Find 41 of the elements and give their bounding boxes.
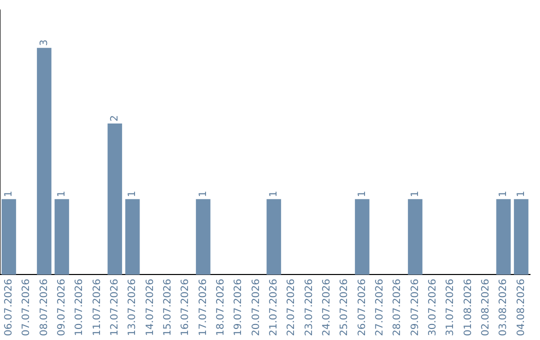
x-tick-label: 10.07.2026 bbox=[74, 278, 86, 336]
x-tick-label: 14.07.2026 bbox=[144, 278, 156, 336]
x-tick-label: 27.07.2026 bbox=[374, 278, 386, 336]
x-tick-label: 15.07.2026 bbox=[162, 278, 174, 336]
x-tick-label: 23.07.2026 bbox=[304, 278, 315, 336]
data-label: 1 bbox=[198, 190, 209, 198]
x-tick-label: 07.07.2026 bbox=[21, 278, 32, 336]
x-tick-label: 25.07.2026 bbox=[339, 278, 350, 336]
x-tick-label: 03.08.2026 bbox=[498, 278, 510, 336]
data-label: 3 bbox=[38, 39, 50, 46]
x-tick-label: 21.07.2026 bbox=[268, 278, 280, 336]
data-label: 2 bbox=[109, 115, 120, 122]
x-tick-label: 16.07.2026 bbox=[180, 278, 192, 336]
data-label: 1 bbox=[56, 190, 68, 198]
data-label: 1 bbox=[356, 190, 368, 198]
x-tick-label: 02.08.2026 bbox=[480, 278, 492, 336]
x-tick-label: 30.07.2026 bbox=[427, 278, 438, 336]
x-tick-label: 22.07.2026 bbox=[286, 278, 298, 336]
x-tick-label: 28.07.2026 bbox=[392, 278, 404, 336]
x-tick-label: 09.07.2026 bbox=[56, 278, 68, 336]
x-tick-label: 29.07.2026 bbox=[410, 278, 421, 336]
x-tick-label: 12.07.2026 bbox=[109, 278, 120, 336]
x-tick-label: 01.08.2026 bbox=[462, 278, 474, 336]
data-label: 1 bbox=[268, 190, 280, 198]
x-tick-label: 18.07.2026 bbox=[215, 278, 226, 336]
x-tick-label: 13.07.2026 bbox=[127, 278, 138, 336]
data-label: 1 bbox=[3, 190, 14, 198]
data-label: 1 bbox=[498, 190, 510, 198]
x-tick-label: 11.07.2026 bbox=[92, 278, 103, 336]
data-label: 1 bbox=[516, 190, 527, 198]
x-tick-label: 26.07.2026 bbox=[356, 278, 368, 336]
x-tick-label: 24.07.2026 bbox=[321, 278, 332, 336]
data-label: 1 bbox=[410, 190, 421, 198]
x-tick-label: 31.07.2026 bbox=[445, 278, 456, 336]
x-tick-label: 20.07.2026 bbox=[250, 278, 262, 336]
x-tick-label: 04.08.2026 bbox=[516, 278, 527, 336]
x-tick-label: 08.07.2026 bbox=[38, 278, 50, 336]
x-tick-label: 19.07.2026 bbox=[233, 278, 244, 336]
data-label: 1 bbox=[127, 190, 138, 198]
x-tick-label: 17.07.2026 bbox=[198, 278, 209, 336]
x-tick-label: 06.07.2026 bbox=[3, 278, 14, 336]
